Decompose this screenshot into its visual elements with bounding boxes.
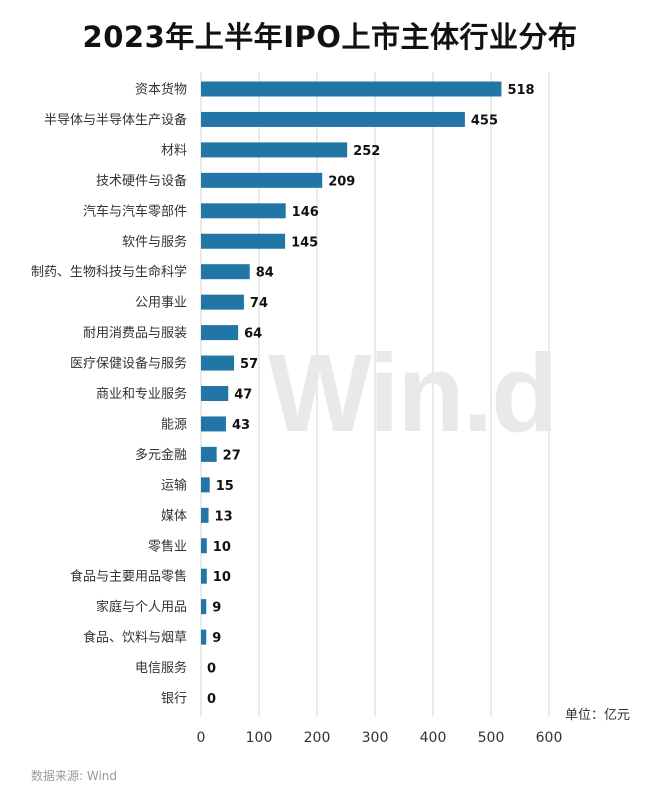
bar <box>201 294 244 310</box>
category-label: 银行 <box>161 692 187 707</box>
value-label: 252 <box>353 144 380 159</box>
value-label: 9 <box>212 601 221 616</box>
category-label: 多元金融 <box>135 447 187 463</box>
x-tick-label: 100 <box>246 730 273 746</box>
source-note: 数据来源: Wind <box>31 769 118 783</box>
x-tick-label: 500 <box>478 730 505 746</box>
category-label: 医疗保健设备与服务 <box>70 356 187 372</box>
value-label: 15 <box>216 479 234 494</box>
value-label: 84 <box>256 266 274 281</box>
category-label: 能源 <box>161 417 187 432</box>
category-label: 材料 <box>161 143 187 158</box>
wind-watermark: Win.d <box>268 332 558 455</box>
category-label: 媒体 <box>161 509 187 524</box>
value-label: 9 <box>212 631 221 646</box>
category-label: 软件与服务 <box>122 234 187 250</box>
bar <box>201 538 207 554</box>
category-label: 公用事业 <box>135 296 187 311</box>
value-label: 27 <box>223 448 241 463</box>
x-tick-label: 300 <box>362 730 389 746</box>
value-label: 518 <box>507 83 534 98</box>
unit-label: 单位：亿元 <box>565 708 631 723</box>
bar <box>201 477 210 493</box>
category-label: 食品与主要用品零售 <box>70 569 187 585</box>
bar <box>201 386 229 401</box>
x-tick-label: 200 <box>304 730 331 746</box>
x-tick-label: 400 <box>420 730 447 746</box>
category-label: 半导体与半导体生产设备 <box>44 112 187 128</box>
value-label: 13 <box>215 509 233 524</box>
x-tick-label: 0 <box>197 730 206 746</box>
x-tick-label: 600 <box>536 730 563 746</box>
value-label: 0 <box>207 662 216 677</box>
category-label: 家庭与个人用品 <box>96 599 187 615</box>
bar <box>201 142 348 158</box>
category-label: 电信服务 <box>135 660 187 676</box>
value-label: 57 <box>240 357 258 372</box>
bar <box>201 355 235 371</box>
value-label: 43 <box>232 418 250 433</box>
bar <box>201 416 226 432</box>
bar <box>201 629 207 645</box>
category-label: 汽车与汽车零部件 <box>83 203 187 219</box>
value-label: 10 <box>213 540 231 555</box>
bar <box>201 81 502 97</box>
bar <box>201 111 465 127</box>
category-label: 制药、生物科技与生命科学 <box>31 264 187 280</box>
category-label: 耐用消费品与服装 <box>83 326 187 341</box>
bars <box>201 81 502 645</box>
category-label: 商业和专业服务 <box>96 386 187 402</box>
value-label: 455 <box>471 113 498 128</box>
bar <box>201 264 250 280</box>
value-label: 146 <box>292 205 319 220</box>
value-labels: 518 455 252 209 146 145 84 74 64 57 47 43 27 15 13 10 10… <box>207 83 535 707</box>
value-label: 10 <box>213 570 231 585</box>
bar <box>201 172 323 188</box>
x-axis-ticks: 0 100 200 300 400 500 600 <box>197 730 563 746</box>
value-label: 209 <box>328 174 355 189</box>
bar <box>201 507 209 523</box>
value-label: 0 <box>207 692 216 707</box>
bar <box>201 599 207 615</box>
bar <box>201 233 286 249</box>
category-label: 资本货物 <box>135 82 187 98</box>
bar <box>201 203 286 219</box>
value-label: 74 <box>250 296 268 311</box>
category-label: 零售业 <box>148 538 187 554</box>
category-label: 技术硬件与设备 <box>96 173 187 189</box>
category-label: 运输 <box>161 477 187 493</box>
bar <box>201 568 207 584</box>
bar <box>201 325 239 341</box>
bar <box>201 446 217 462</box>
chart-title: 2023年上半年IPO上市主体行业分布 <box>82 20 578 54</box>
value-label: 145 <box>291 235 318 250</box>
value-label: 47 <box>234 388 252 403</box>
value-label: 64 <box>244 327 262 342</box>
category-label: 食品、饮料与烟草 <box>83 630 187 646</box>
category-labels: 资本货物半导体与半导体生产设备材料技术硬件与设备汽车与汽车零部件软件与服务制药、… <box>31 82 187 707</box>
